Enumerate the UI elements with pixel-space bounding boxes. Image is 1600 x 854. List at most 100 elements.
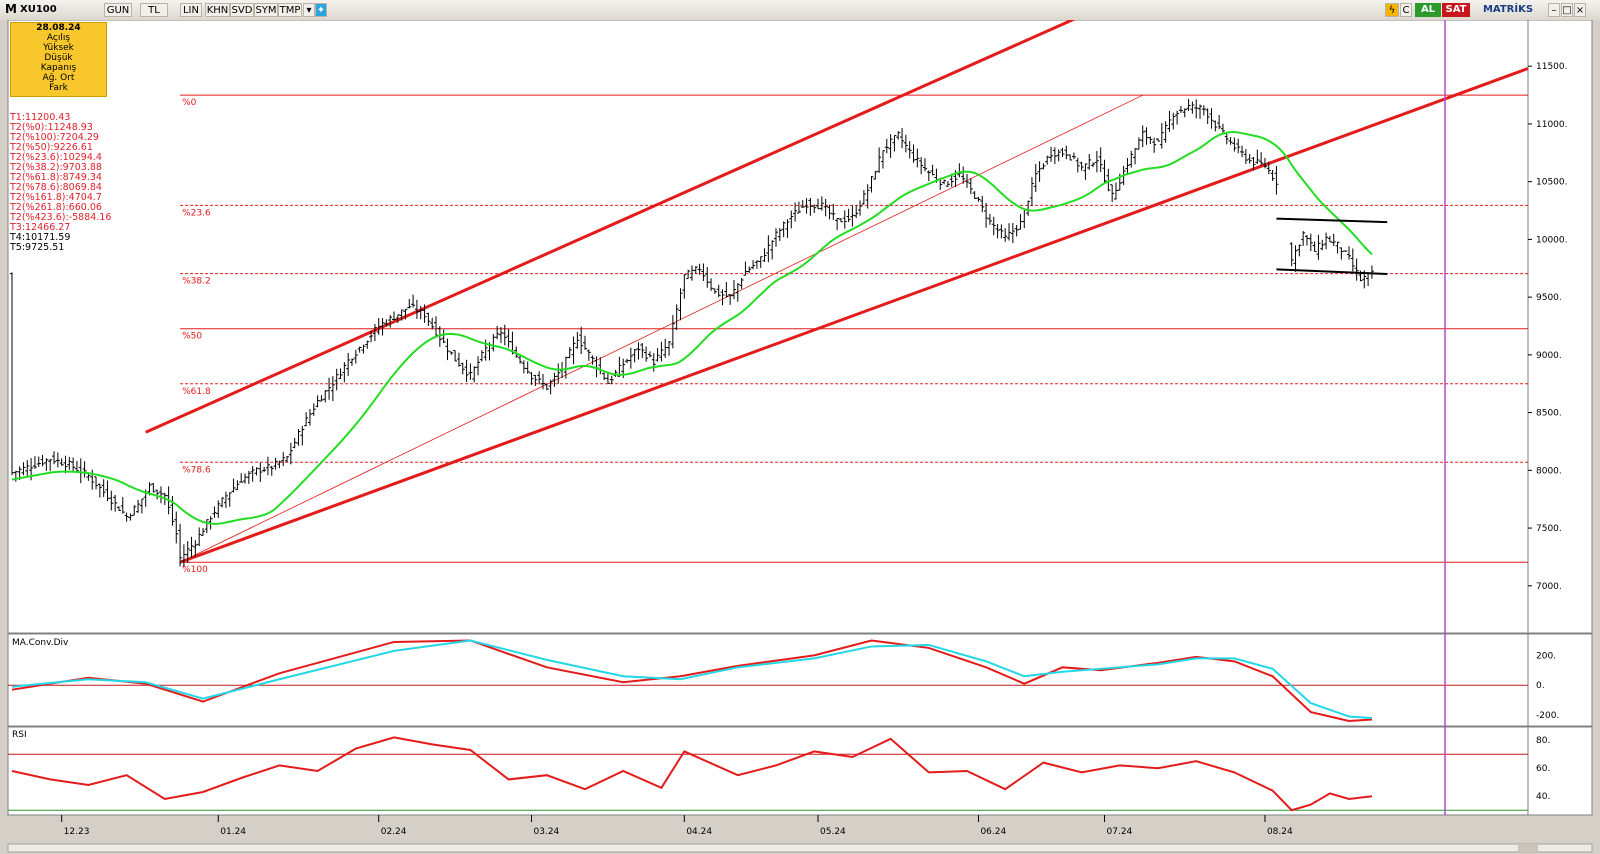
- ohlc-bar: [571, 336, 576, 365]
- scrollbar-thumb[interactable]: [1518, 845, 1538, 851]
- ohlc-bar: [1098, 147, 1103, 172]
- ohlc-bar: [659, 341, 664, 362]
- x-tick-label: 01.24: [220, 827, 246, 837]
- ohlc-bar: [1293, 245, 1298, 272]
- ohlc-bar: [464, 359, 469, 383]
- ohlc-bar: [540, 373, 545, 390]
- ohlc-bar: [751, 260, 756, 270]
- ohlc-bar: [1045, 155, 1050, 165]
- ohlc-bar: [655, 348, 660, 362]
- ohlc-bar: [602, 372, 607, 381]
- ohlc-bar: [113, 494, 118, 512]
- y-tick-label: 9000.: [1536, 351, 1562, 361]
- x-tick-label: 05.24: [820, 827, 846, 837]
- y-tick-label: 8000.: [1536, 466, 1562, 476]
- ohlc-bar: [1052, 147, 1057, 165]
- y-tick-label: 200.: [1536, 651, 1556, 661]
- ohlc-bar: [556, 363, 561, 384]
- ohlc-bar: [766, 235, 771, 263]
- horizontal-scrollbar[interactable]: [7, 843, 1593, 853]
- ohlc-bar: [231, 478, 236, 493]
- ohlc-bar: [869, 176, 874, 193]
- lightning-icon[interactable]: ϟ: [1385, 3, 1399, 17]
- ohlc-bar: [239, 473, 244, 483]
- ohlc-bar: [1266, 161, 1271, 175]
- ohlc-bar: [1136, 137, 1141, 150]
- fib-label: %61.8: [182, 387, 211, 397]
- ohlc-bar: [686, 269, 691, 280]
- ohlc-bar: [1075, 157, 1080, 173]
- ohlc-bar: [1308, 233, 1313, 252]
- ohlc-bar: [544, 383, 549, 391]
- signal-line: [11, 639, 1372, 720]
- ohlc-bar: [552, 372, 557, 387]
- ohlc-bar: [651, 353, 656, 372]
- ohlc-bar: [74, 460, 79, 473]
- ohlc-bar: [888, 134, 893, 158]
- ohlc-bar: [731, 280, 736, 300]
- chart-canvas[interactable]: %0 %23.6 %38.2 %50 %61.8 %78.6 %100 7000. 7500.…: [0, 20, 1600, 854]
- ohlc-bar: [468, 363, 473, 380]
- ohlc-bar: [636, 342, 641, 360]
- twitter-icon[interactable]: ✦: [315, 3, 327, 17]
- ohlc-bar: [1026, 200, 1031, 216]
- channel-support-line: [179, 67, 1529, 564]
- ohlc-bar: [155, 489, 160, 500]
- refresh-icon[interactable]: C: [1400, 3, 1412, 17]
- ohlc-bar: [720, 289, 725, 306]
- ohlc-bar: [877, 147, 882, 173]
- fib-label: %0: [182, 98, 197, 108]
- ohlc-bar: [349, 358, 354, 366]
- ohlc-bar: [285, 455, 290, 463]
- ohlc-bar: [854, 205, 859, 219]
- buy-button[interactable]: AL: [1415, 3, 1441, 17]
- period-button[interactable]: GUN: [104, 3, 132, 17]
- ohlc-bar: [724, 281, 729, 298]
- ohlc-bar: [25, 460, 30, 476]
- close-icon[interactable]: ×: [1574, 3, 1586, 17]
- ohlc-bar: [36, 456, 41, 467]
- ohlc-bar: [693, 266, 698, 274]
- ohlc-bar: [926, 170, 931, 182]
- level-t4: T4:10171.59: [10, 232, 71, 243]
- minimize-icon[interactable]: –: [1548, 3, 1560, 17]
- tmp-button[interactable]: TMP: [278, 3, 302, 17]
- y-tick-label: 8500.: [1536, 409, 1562, 419]
- ohlc-bar: [674, 304, 679, 331]
- dropdown-arrow-icon[interactable]: ▾: [303, 3, 315, 17]
- ohlc-bar: [52, 451, 57, 465]
- ohlc-bar: [476, 356, 481, 376]
- ohlc-bar: [101, 479, 106, 497]
- level-t2-23-6: T2(%23.6):10294.4: [10, 152, 102, 163]
- ohlc-bar: [605, 372, 610, 384]
- ohlc-bar: [846, 208, 851, 223]
- ohlc-bar: [1304, 234, 1309, 246]
- khn-button[interactable]: KHN: [205, 3, 230, 17]
- symbol-field[interactable]: XU100: [20, 4, 57, 15]
- currency-button[interactable]: TL: [140, 3, 168, 17]
- ohlc-bar: [71, 457, 76, 472]
- level-t2-61-8: T2(%61.8):8749.34: [10, 172, 102, 183]
- sell-button[interactable]: SAT: [1442, 3, 1470, 17]
- ohlc-bar: [922, 158, 927, 172]
- fib-label: %78.6: [182, 465, 211, 475]
- ohlc-bar: [915, 148, 920, 168]
- y-tick-label: 60.: [1536, 764, 1550, 774]
- ohlc-bar: [548, 379, 553, 395]
- linear-scale-button[interactable]: LIN: [180, 3, 202, 17]
- svd-button[interactable]: SVD: [230, 3, 254, 17]
- ohlc-bar: [124, 512, 129, 522]
- ohlc-bar: [1163, 121, 1168, 143]
- ohlc-bar: [1029, 177, 1034, 206]
- ohlc-bar: [407, 298, 412, 309]
- ohlc-bar: [991, 216, 996, 236]
- ohlc-bar: [705, 266, 710, 288]
- maximize-icon[interactable]: □: [1561, 3, 1573, 17]
- ohlc-bar: [189, 536, 194, 558]
- ohlc-bar: [323, 390, 328, 403]
- ohlc-bar: [754, 260, 759, 269]
- ohlc-bar: [586, 349, 591, 361]
- sym-button[interactable]: SYM: [254, 3, 278, 17]
- ohlc-bar: [365, 340, 370, 349]
- ohlc-bar: [796, 201, 801, 214]
